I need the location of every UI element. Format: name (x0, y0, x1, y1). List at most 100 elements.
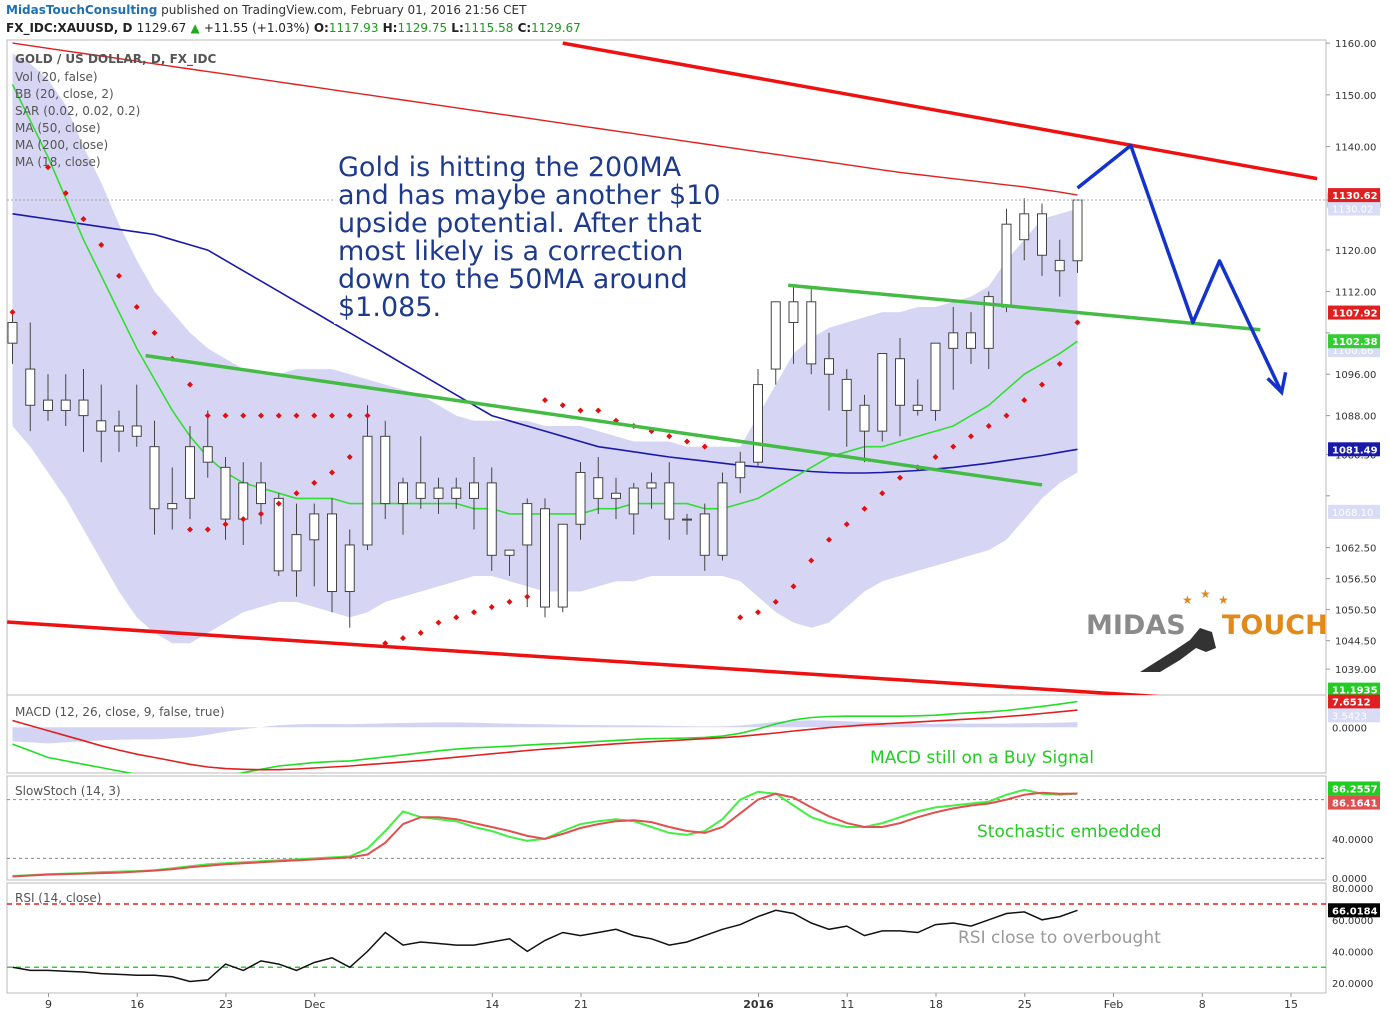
x-tick-label: 23 (219, 998, 233, 1011)
candle-body (628, 487, 639, 515)
macd-tick-label: 7.6512 (1332, 698, 1371, 709)
candle-body (185, 446, 195, 499)
stoch-badge (1328, 795, 1380, 810)
ohlc-line: FX_IDC:XAUUSD, D 1129.67 ▲ +11.55 (+1.03… (6, 21, 581, 35)
annotation-line: down to the 50MA around (338, 264, 688, 295)
x-tick-label: 21 (574, 998, 588, 1011)
price-tick-label: 1112.00 (1335, 287, 1376, 298)
candle-body (966, 332, 976, 349)
sar-dot (329, 469, 335, 476)
sar-dot (62, 190, 69, 197)
faint-price-label: 1130.02 (1332, 205, 1373, 216)
macd-pane (6, 694, 1327, 774)
sar-dot (1003, 412, 1010, 419)
rsi-tick-label: 80.0000 (1332, 884, 1373, 895)
macd-histogram (12, 720, 1078, 744)
sar-dot (293, 412, 300, 419)
price-badge (1328, 334, 1380, 349)
price-tick-label: 1120.00 (1335, 246, 1376, 257)
price-tick-label: 1044.50 (1335, 637, 1376, 648)
sar-dot (737, 614, 744, 621)
x-tick-label: 9 (45, 998, 52, 1011)
candle-body (1072, 199, 1083, 262)
sar-dot (826, 536, 832, 543)
rsi-tick-label: 66.0184 (1332, 906, 1378, 917)
author-link[interactable]: MidasTouchConsulting (6, 3, 158, 17)
candle-body (362, 435, 373, 546)
candle-body (309, 513, 320, 541)
open-label: O: (313, 21, 329, 35)
change-arrow-icon: ▲ (190, 21, 200, 35)
price-tick-label: 1088.00 (1335, 412, 1376, 423)
sar-dot (453, 614, 460, 621)
legend-ma18: MA (18, close) (15, 155, 101, 169)
price-badge (1328, 442, 1380, 457)
price-plot (7, 41, 1326, 695)
stoch-badge (1328, 781, 1380, 796)
candle-body (806, 301, 817, 365)
candle-body (753, 384, 763, 463)
sar-dot (187, 381, 193, 388)
x-tick-label: Dec (304, 998, 325, 1011)
rsi-tick-label: 60.0000 (1332, 916, 1373, 927)
close-label: C: (517, 21, 532, 35)
sar-dot (559, 402, 566, 409)
sar-dot (240, 412, 247, 419)
sar-dot (488, 604, 495, 611)
price-badge (1328, 305, 1380, 320)
sar-dot (684, 438, 690, 445)
sar-dot (346, 412, 353, 419)
green-trendline (788, 283, 1261, 332)
price-tick-label: 1039.00 (1335, 665, 1376, 676)
stoch-d-line (12, 791, 1078, 878)
macd-signal-line (12, 709, 1078, 771)
candle-body (433, 487, 444, 499)
candle-body (149, 446, 160, 510)
candle-body (983, 296, 994, 349)
candle-body (202, 446, 213, 463)
sar-dot (595, 407, 602, 414)
price-tick-label: 1062.50 (1335, 544, 1376, 555)
logo-star-icon: ★ (1218, 593, 1229, 607)
candle-body (78, 399, 89, 417)
red-trendline (7, 620, 1161, 695)
projection-arrowhead (1266, 371, 1288, 396)
candle-body (788, 301, 799, 323)
open-value: 1117.93 (328, 21, 379, 35)
rsi-label: RSI (14, close) (15, 891, 102, 905)
sar-dot (666, 433, 673, 440)
candle-body (522, 503, 533, 546)
logo-bull-icon (1140, 628, 1216, 672)
sar-dot (790, 583, 797, 590)
candle-body (220, 466, 231, 520)
legend-ma50: MA (50, close) (15, 121, 101, 135)
sar-dot (311, 479, 318, 486)
candle-body (735, 461, 746, 479)
candle-body (930, 342, 941, 411)
legend-vol: Vol (20, false) (15, 70, 98, 84)
sar-dot (985, 422, 992, 429)
sar-dot (204, 412, 211, 419)
projection-path (1076, 143, 1284, 394)
sar-dot (897, 474, 903, 481)
sar-dot (293, 490, 300, 497)
sar-dot (524, 593, 531, 600)
stoch-tick-label: 86.1641 (1332, 799, 1378, 810)
x-tick-label: 11 (840, 998, 854, 1011)
price-tick-label: 1160.00 (1335, 39, 1376, 50)
sar-dot (1021, 397, 1028, 404)
rsi-badge (1328, 903, 1380, 918)
candle-body (664, 482, 675, 520)
sar-dot (968, 433, 974, 440)
legend-sar: SAR (0.02, 0.02, 0.2) (15, 104, 141, 118)
x-tick-label: 18 (929, 998, 943, 1011)
annotation-line: Gold is hitting the 200MA (338, 152, 682, 183)
price-tick-label: 1096.00 (1335, 370, 1376, 381)
macd-note: MACD still on a Buy Signal (870, 748, 1094, 768)
candle-body (1054, 259, 1065, 272)
candle-body (540, 508, 550, 608)
sar-dot (364, 412, 371, 419)
x-tick-label: 14 (485, 998, 499, 1011)
candle-body (1001, 223, 1012, 308)
